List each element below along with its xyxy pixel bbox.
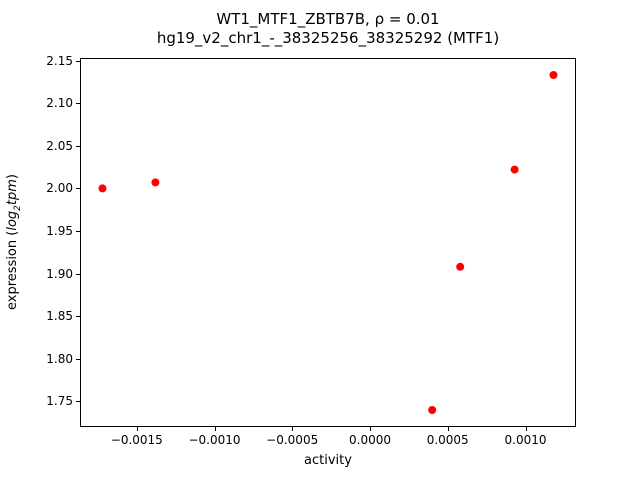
data-point (428, 406, 437, 414)
x-tick-mark (370, 427, 371, 431)
y-tick-mark (76, 145, 80, 147)
y-tick-mark (76, 273, 80, 275)
x-tick-mark (525, 427, 527, 431)
x-tick-label: −0.0005 (266, 433, 319, 447)
y-tick-mark (76, 316, 80, 318)
y-tick-label: 2.15 (46, 53, 73, 68)
data-point (98, 184, 107, 193)
y-tick-label: 1.75 (46, 394, 73, 409)
y-tick-mark (76, 231, 80, 232)
chart-subtitle: hg19_v2_chr1_-_38325256_38325292 (MTF1) (156, 29, 500, 47)
y-tick-label: 1.85 (46, 309, 73, 324)
x-tick-label: 0.0000 (349, 433, 391, 447)
y-tick-mark (76, 60, 80, 62)
y-tick-label: 1.90 (46, 266, 73, 281)
x-tick-label: −0.0010 (188, 433, 241, 447)
y-tick-mark (76, 103, 80, 105)
y-tick-label: 1.95 (46, 224, 73, 238)
x-tick-mark (447, 427, 449, 431)
y-axis-label: expression (log2tpm) (5, 174, 23, 310)
x-tick-mark (292, 427, 294, 431)
data-point (151, 178, 160, 187)
y-tick-label: 2.00 (46, 181, 73, 196)
x-tick-label: 0.0010 (504, 433, 547, 447)
data-point (510, 165, 519, 174)
x-tick-mark (214, 427, 216, 431)
y-tick-label: 2.05 (46, 138, 73, 153)
data-point (456, 262, 465, 271)
x-tick-label: −0.0015 (110, 433, 163, 447)
y-tick-mark (76, 188, 80, 190)
y-tick-label: 1.80 (46, 351, 73, 366)
x-tick-label: 0.0005 (426, 433, 469, 447)
data-point (549, 71, 558, 79)
x-tick-mark (136, 427, 138, 431)
y-tick-mark (76, 358, 80, 360)
y-tick-mark (76, 401, 80, 403)
chart-title: WT1_MTF1_ZBTB7B, ρ = 0.01 (216, 10, 440, 28)
y-tick-label: 2.10 (46, 96, 73, 111)
x-axis-label: activity (304, 453, 352, 468)
plot-area (80, 58, 576, 427)
